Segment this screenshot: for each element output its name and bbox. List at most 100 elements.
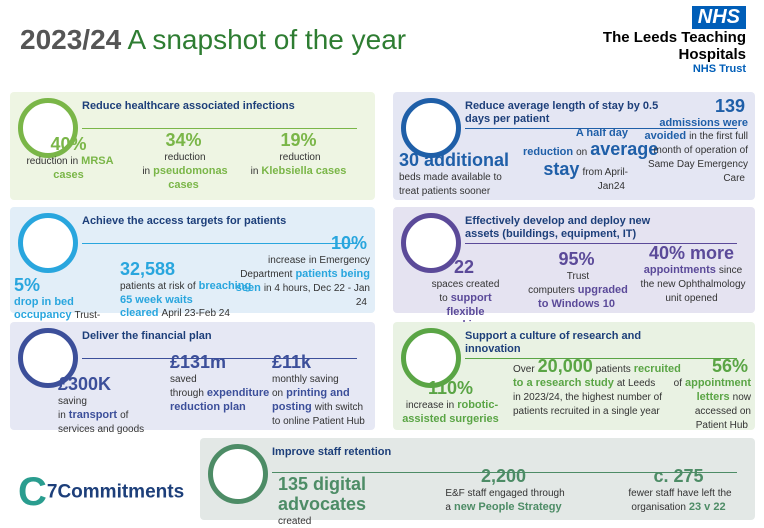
stat: 2,200 E&F staff engaged through a new Peop… (435, 466, 575, 514)
heading-rule (82, 128, 357, 129)
heading-rule (465, 243, 737, 244)
panel: Reduce healthcare associated infections 4… (10, 92, 375, 200)
panel-heading: Reduce average length of stay by 0.5 day… (465, 100, 659, 125)
panel-icon (18, 98, 78, 158)
stat-text: printing and posting (272, 387, 350, 413)
stat-text: from April-Jan24 (582, 167, 628, 192)
panel: Achieve the access targets for patients 5… (10, 207, 375, 335)
stat: 30 additional beds made available to trea… (399, 150, 519, 198)
stat-text: saving in (58, 396, 87, 421)
stat-text: patients being seen (235, 268, 370, 294)
stat: Over 20,000 patients recruited to a researc… (513, 356, 681, 418)
stat-text: average stay (543, 139, 659, 179)
stat-text: monthly saving on (272, 374, 339, 399)
stat-text: April 23-Feb 24 (161, 308, 230, 319)
stat-text: 139 (714, 96, 745, 116)
nhs-logo: NHS (691, 6, 746, 29)
stat-text: 56% (711, 356, 748, 376)
stat: A half day reduction on average stay from A… (523, 126, 658, 193)
stat: c. 275 fewer staff have left the organisa… (620, 466, 740, 514)
trust: NHS Trust (692, 63, 746, 75)
heading-rule (82, 243, 357, 244)
org-logo: NHS The Leeds Teaching Hospitals NHS Tru… (596, 6, 746, 75)
panel-heading: Deliver the financial plan (82, 330, 212, 342)
stat-text: with switch to online Patient Hub (272, 402, 365, 427)
stat-text: on (576, 147, 588, 158)
stat-text: in 4 hours, Dec 22 - Jan 24 (263, 283, 370, 308)
panel-icon (401, 98, 461, 158)
panel-icon (401, 328, 461, 388)
stat-text: created (278, 516, 312, 527)
stat-text: beds made available to treat patients so… (399, 172, 502, 197)
stat-text: admissions were avoided (644, 117, 749, 142)
stat: 95% Trust computers upgraded to Windows 10 (523, 249, 633, 310)
stat-text: 23 v 22 (688, 501, 726, 513)
commitments-text: 7Commitments (46, 481, 185, 503)
stat: 40% more appointments since the new Ophtha… (638, 243, 748, 305)
stat-text: of (673, 378, 682, 389)
stat-text: now accessed on Patient Hub (694, 392, 751, 431)
stat-text: appointments (643, 264, 716, 276)
panel-icon (18, 328, 78, 388)
stat-text: 110% (427, 378, 474, 398)
stat-text: increase in (405, 400, 455, 411)
stat-text: fewer staff have left the organisation (628, 488, 732, 513)
stat-text: reduction in (250, 152, 321, 177)
heading-rule (465, 358, 737, 359)
stat-text: reduction in (26, 156, 79, 167)
stat-text: 2,200 (480, 466, 527, 486)
stat-text: 40% (50, 134, 87, 154)
stat: £300K saving in transport of services and g… (58, 374, 158, 436)
stat-text: reduction in (142, 152, 206, 177)
stat-text: upgraded to Windows 10 (538, 284, 628, 310)
panel-icon (18, 213, 78, 273)
panel: Improve staff retention 135 digital advoc… (200, 438, 755, 527)
stat: 32,588 patients at risk of breaching 65 we… (120, 259, 255, 320)
stat-text: 19% (280, 130, 317, 150)
stat-text: 22 (453, 257, 475, 277)
heading-rule (272, 472, 737, 473)
stat-text: c. 275 (653, 466, 704, 486)
stat-text: recruited to a research study (513, 363, 681, 389)
stat-text: E&F staff engaged through a (445, 488, 565, 513)
stat-text: 34% (165, 130, 202, 150)
stat-text: A half day reduction (523, 127, 628, 158)
heading-rule (465, 128, 737, 129)
heading-rule (82, 358, 357, 359)
panel-icon (208, 444, 268, 504)
panel-heading: Support a culture of research and innova… (465, 330, 642, 355)
stat-text: Over (513, 364, 535, 375)
stat-text: patients at risk of (120, 281, 196, 292)
stat-text: 20,000 (537, 356, 593, 376)
stat-text: in the first full month of operation of … (647, 131, 748, 184)
stat-text: spaces created to (431, 279, 500, 304)
panel-heading: Improve staff retention (272, 446, 392, 458)
stat: 56% of appointment letters now accessed on … (671, 356, 751, 432)
stat-text: appointment letters (685, 377, 751, 403)
stat: £131m saved through expenditure reduction … (170, 352, 269, 413)
stat: 10% increase in Emergency Department patien… (225, 233, 370, 309)
stat-text: 10% (330, 233, 367, 253)
stat-text: Trust computers (528, 271, 590, 296)
stat-text: 5% (14, 275, 41, 295)
stat-text: 30 additional (399, 150, 510, 170)
panel-icon (401, 213, 461, 273)
stat-text: 32,588 (120, 259, 176, 279)
stat: 110% increase in robotic-assisted surgerie… (397, 378, 507, 425)
title-text: A snapshot of the year (127, 24, 407, 55)
stat-text: pseudomonas cases (153, 165, 228, 191)
stat-text: £11k (272, 352, 312, 372)
stat-text: transport (68, 409, 118, 421)
stat-text: MRSA cases (53, 155, 114, 181)
stat-text: expenditure reduction plan (170, 387, 270, 413)
stat-text: £300K (58, 374, 112, 394)
stat-text: of services and goods (58, 410, 145, 435)
stat-text: patients (595, 364, 631, 375)
year: 2023/24 (20, 24, 122, 55)
stat-text: 95% (558, 249, 595, 269)
panel: Effectively develop and deploy new asset… (393, 207, 755, 331)
stat: 40% reduction in MRSA cases (25, 134, 115, 181)
panel: Support a culture of research and innova… (393, 322, 755, 432)
panel-heading: Achieve the access targets for patients (82, 215, 287, 227)
